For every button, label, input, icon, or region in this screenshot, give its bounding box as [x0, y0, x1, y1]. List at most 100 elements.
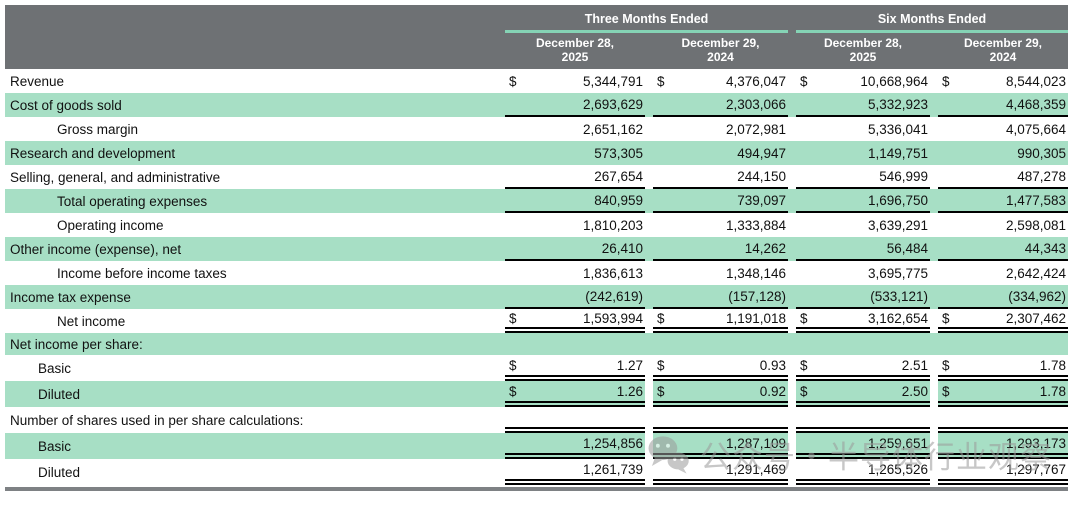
dollar-sign: $	[509, 73, 517, 89]
table-row: Other income (expense), net 26,410 14,262 5…	[5, 237, 1068, 261]
row-label: Number of shares used in per share calcu…	[10, 412, 304, 428]
row-label: Income tax expense	[5, 285, 505, 309]
value: 44,343	[1024, 240, 1066, 256]
value-cell: 2,642,424	[938, 261, 1068, 285]
value: 1,297,767	[1005, 461, 1066, 477]
value-cell: $1.26	[505, 381, 645, 407]
row-label: Gross margin	[57, 121, 139, 137]
value-cell: (242,619)	[505, 285, 645, 309]
table-row: Diluted $1.26 $0.92 $2.50 $1.78	[5, 381, 1068, 407]
value: 990,305	[1017, 145, 1066, 161]
column-gap	[930, 355, 938, 381]
dollar-sign: $	[800, 357, 808, 373]
column-gap	[788, 459, 796, 485]
value: 5,332,923	[867, 96, 928, 112]
value: 244,150	[737, 168, 786, 184]
value: 3,162,654	[867, 310, 928, 326]
value-cell: $2.51	[796, 355, 930, 381]
value: 1,348,146	[725, 265, 786, 281]
value: 5,344,791	[582, 73, 643, 89]
value-cell: 546,999	[796, 165, 930, 189]
table-row: Operating income 1,810,203 1,333,884 3,639,…	[5, 213, 1068, 237]
column-gap	[788, 407, 796, 433]
value-cell	[938, 407, 1068, 433]
value-cell: 1,261,739	[505, 459, 645, 485]
column-gap	[930, 407, 938, 433]
column-gap	[930, 165, 938, 189]
column-gap	[645, 433, 653, 459]
column-gap	[788, 309, 796, 333]
value: 494,947	[737, 145, 786, 161]
value-cell: 487,278	[938, 165, 1068, 189]
value-cell: $0.92	[653, 381, 788, 407]
value: 1,333,884	[725, 217, 786, 233]
row-label: Other income (expense), net	[5, 237, 505, 261]
value-cell: 5,336,041	[796, 117, 930, 141]
column-gap	[645, 285, 653, 309]
column-gap	[788, 93, 796, 117]
column-gap	[788, 355, 796, 381]
value-cell: 1,265,526	[796, 459, 930, 485]
column-gap	[930, 93, 938, 117]
value-cell: 3,639,291	[796, 213, 930, 237]
value-cell: 1,259,651	[796, 433, 930, 459]
value: 1,149,751	[867, 145, 928, 161]
value: 1,477,583	[1005, 192, 1066, 208]
value-cell: 3,695,775	[796, 261, 930, 285]
value: 1,293,173	[1005, 435, 1066, 451]
column-gap	[930, 237, 938, 261]
value-cell: 1,297,767	[938, 459, 1068, 485]
table-row: Income before income taxes 1,836,613 1,348…	[5, 261, 1068, 285]
value: 1.27	[616, 357, 643, 373]
column-gap	[930, 261, 938, 285]
value: 1,191,018	[725, 310, 786, 326]
bottom-rule-divider	[5, 487, 1068, 491]
value-cell: $2,307,462	[938, 309, 1068, 333]
column-gap	[930, 381, 938, 407]
value-cell: 1,291,469	[653, 459, 788, 485]
value-cell: 573,305	[505, 141, 645, 165]
value-cell: 990,305	[938, 141, 1068, 165]
value-cell	[796, 407, 930, 433]
value: (533,121)	[870, 288, 928, 304]
column-gap	[930, 69, 938, 93]
value-cell: 2,303,066	[653, 93, 788, 117]
value-cell: 1,287,109	[653, 433, 788, 459]
value-cell: 1,836,613	[505, 261, 645, 285]
value: 2,693,629	[582, 96, 643, 112]
value-cell	[653, 407, 788, 433]
value-cell: (533,121)	[796, 285, 930, 309]
value: (334,962)	[1008, 288, 1066, 304]
row-label: Net income	[57, 313, 126, 329]
column-gap	[930, 117, 938, 141]
column-gap	[930, 333, 938, 355]
col-header-date-4: December 29, 2024	[963, 36, 1043, 64]
value: 267,654	[594, 168, 643, 184]
row-label: Basic	[5, 433, 505, 459]
column-gap	[788, 189, 796, 213]
value-cell: 1,149,751	[796, 141, 930, 165]
value-cell: $1,191,018	[653, 309, 788, 333]
row-label: Research and development	[5, 141, 505, 165]
value-cell: 1,348,146	[653, 261, 788, 285]
column-gap	[645, 165, 653, 189]
column-gap	[645, 459, 653, 485]
value: 573,305	[594, 145, 643, 161]
value-cell: 1,477,583	[938, 189, 1068, 213]
value: 3,695,775	[867, 265, 928, 281]
value-cell	[938, 333, 1068, 355]
row-label: Operating income	[57, 217, 164, 233]
value: 840,959	[594, 192, 643, 208]
value: 1,265,526	[867, 461, 928, 477]
value-cell: 2,651,162	[505, 117, 645, 141]
value: 0.93	[759, 357, 786, 373]
table-row: Basic $1.27 $0.93 $2.51 $1.78	[5, 355, 1068, 381]
column-gap	[788, 69, 796, 93]
value: 2,072,981	[725, 121, 786, 137]
value-cell: 1,333,884	[653, 213, 788, 237]
column-gap	[930, 433, 938, 459]
column-gap	[645, 189, 653, 213]
value: 1,291,469	[725, 461, 786, 477]
value-cell: 26,410	[505, 237, 645, 261]
